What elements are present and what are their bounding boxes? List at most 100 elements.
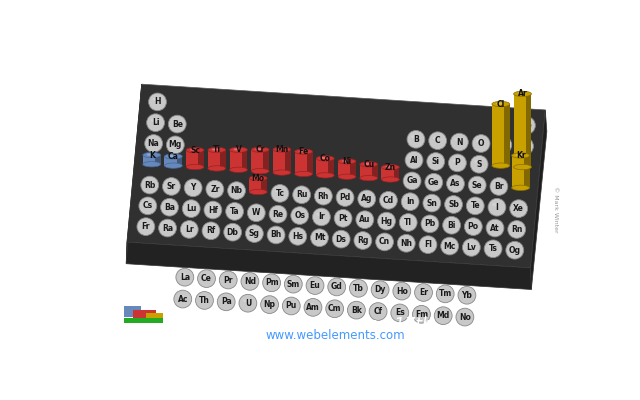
Ellipse shape [425, 220, 431, 223]
Circle shape [401, 193, 419, 210]
Ellipse shape [180, 273, 186, 276]
Polygon shape [208, 150, 226, 168]
Ellipse shape [460, 313, 466, 316]
Text: Tl: Tl [404, 218, 412, 227]
Ellipse shape [472, 181, 479, 184]
Ellipse shape [409, 156, 415, 159]
Ellipse shape [338, 214, 344, 218]
Ellipse shape [223, 276, 230, 279]
Ellipse shape [380, 238, 386, 241]
Polygon shape [492, 104, 509, 166]
Text: P: P [454, 158, 460, 167]
Circle shape [226, 202, 244, 220]
Ellipse shape [294, 171, 312, 177]
Ellipse shape [338, 174, 356, 180]
Text: Ca: Ca [168, 152, 179, 161]
Ellipse shape [338, 159, 356, 164]
Ellipse shape [492, 163, 509, 168]
Ellipse shape [273, 147, 291, 152]
Polygon shape [155, 155, 161, 164]
Ellipse shape [511, 153, 529, 158]
Ellipse shape [277, 148, 284, 150]
Polygon shape [127, 84, 545, 268]
Ellipse shape [172, 120, 179, 123]
Circle shape [468, 176, 486, 194]
Ellipse shape [470, 202, 477, 205]
Text: He: He [520, 121, 532, 130]
Circle shape [241, 272, 259, 290]
Ellipse shape [447, 221, 453, 224]
Polygon shape [273, 150, 291, 172]
Ellipse shape [319, 192, 324, 195]
Circle shape [509, 200, 527, 218]
Text: Cm: Cm [328, 304, 341, 313]
Ellipse shape [271, 230, 277, 234]
Circle shape [369, 303, 387, 320]
Text: Eu: Eu [310, 281, 321, 290]
Polygon shape [250, 178, 267, 192]
Text: Sc: Sc [190, 146, 200, 155]
Ellipse shape [145, 181, 151, 184]
Circle shape [407, 130, 425, 148]
Ellipse shape [462, 291, 468, 294]
Ellipse shape [317, 212, 323, 216]
Ellipse shape [474, 160, 481, 163]
Circle shape [180, 220, 198, 238]
Circle shape [262, 274, 280, 292]
Polygon shape [525, 94, 531, 167]
Polygon shape [252, 150, 269, 171]
Text: Tb: Tb [353, 284, 364, 293]
Text: Ba: Ba [164, 203, 175, 212]
Polygon shape [381, 167, 399, 180]
Circle shape [419, 236, 437, 254]
Ellipse shape [383, 196, 390, 200]
Text: Er: Er [419, 288, 428, 297]
Circle shape [413, 306, 430, 323]
Circle shape [436, 285, 454, 303]
Ellipse shape [186, 164, 204, 170]
Circle shape [378, 212, 396, 230]
Circle shape [456, 308, 474, 326]
Circle shape [405, 151, 423, 169]
Text: Rn: Rn [511, 225, 522, 234]
Circle shape [486, 219, 504, 237]
Ellipse shape [245, 277, 252, 280]
Ellipse shape [252, 208, 258, 212]
Ellipse shape [150, 118, 157, 122]
Circle shape [358, 190, 376, 208]
Circle shape [310, 229, 328, 246]
Ellipse shape [476, 139, 483, 142]
Text: Cu: Cu [363, 160, 374, 169]
Ellipse shape [250, 189, 267, 195]
Text: Pb: Pb [424, 219, 436, 228]
Text: Ts: Ts [488, 244, 497, 253]
Circle shape [147, 114, 164, 132]
Circle shape [137, 218, 155, 236]
Text: No: No [459, 312, 471, 322]
Ellipse shape [164, 203, 171, 206]
Ellipse shape [230, 207, 236, 210]
Text: Sr: Sr [167, 182, 176, 191]
Text: Sb: Sb [448, 200, 459, 209]
Ellipse shape [143, 162, 161, 167]
Text: Kr: Kr [516, 151, 525, 160]
Ellipse shape [148, 139, 155, 142]
Circle shape [267, 226, 285, 244]
Polygon shape [307, 152, 312, 174]
Ellipse shape [143, 152, 161, 158]
Polygon shape [514, 94, 531, 167]
Ellipse shape [234, 148, 241, 150]
Ellipse shape [250, 176, 267, 181]
Circle shape [449, 154, 467, 172]
Circle shape [397, 234, 415, 252]
Ellipse shape [293, 232, 299, 236]
Text: As: As [451, 179, 461, 188]
Ellipse shape [297, 190, 303, 194]
Ellipse shape [516, 154, 523, 156]
Ellipse shape [308, 303, 314, 306]
Text: Cl: Cl [497, 100, 505, 108]
Text: Np: Np [264, 300, 276, 309]
Circle shape [145, 135, 163, 152]
Ellipse shape [255, 148, 262, 150]
Text: Ti: Ti [212, 146, 221, 154]
